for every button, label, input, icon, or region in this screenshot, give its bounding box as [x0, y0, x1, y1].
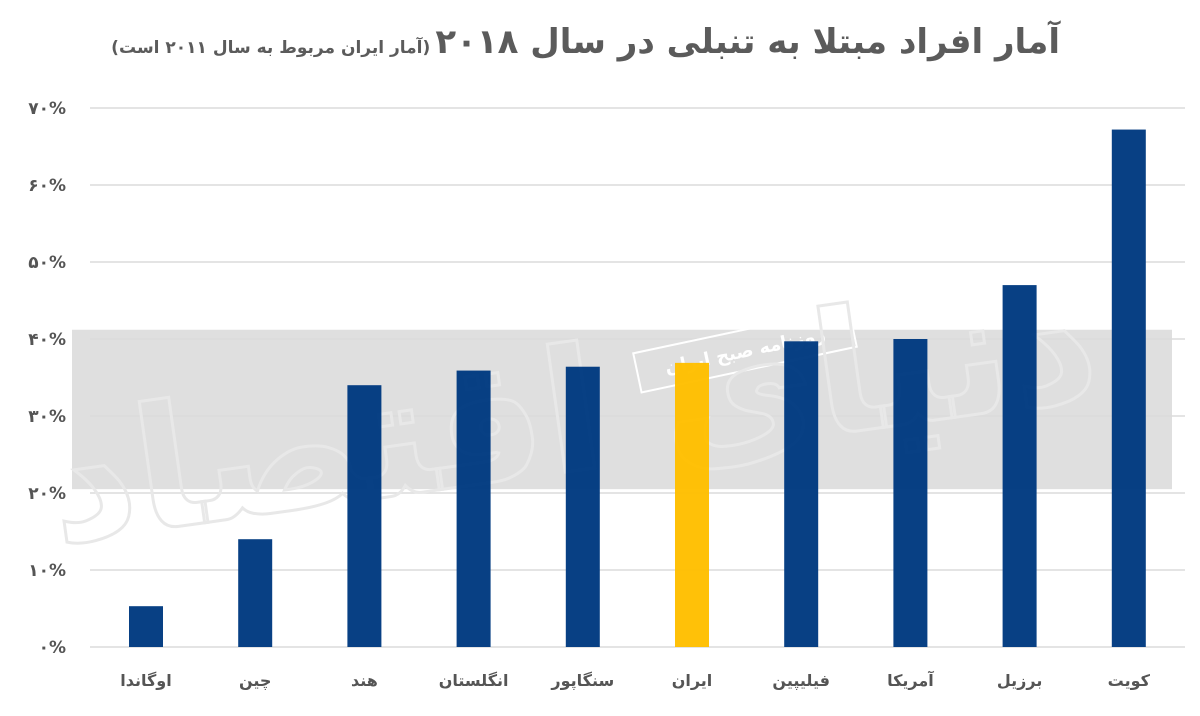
- watermark-stamp-frame: [632, 306, 858, 394]
- bar-5: [675, 362, 709, 647]
- chart-title-block: آمار افراد مبتلا به تنبلی در سال ۲۰۱۸ (آ…: [0, 22, 1060, 62]
- y-tick-label: ۱۰%: [28, 561, 66, 581]
- y-tick-label: ۶۰%: [28, 176, 66, 196]
- y-tick-label: ۲۰%: [28, 484, 66, 504]
- x-tick-label: هند: [351, 671, 378, 690]
- chart-subtitle: (آمار ایران مربوط به سال ۲۰۱۱ است): [111, 38, 431, 58]
- y-tick-label: ۰%: [39, 638, 66, 658]
- x-tick-label: کویت: [1108, 671, 1151, 690]
- x-tick-label: اوگاندا: [120, 671, 171, 690]
- x-tick-label: فیلیپین: [772, 671, 830, 691]
- y-tick-label: ۷۰%: [28, 99, 66, 119]
- bar-6: [784, 341, 819, 647]
- x-tick-label: سنگاپور: [550, 671, 614, 691]
- bar-3: [456, 370, 491, 647]
- bar-1: [238, 539, 273, 647]
- bar-0: [129, 606, 163, 647]
- x-tick-label: ایران: [672, 671, 713, 690]
- y-tick-label: ۴۰%: [28, 330, 66, 350]
- y-tick-label: ۵۰%: [28, 253, 66, 273]
- bar-4: [565, 366, 600, 647]
- bar-7: [893, 339, 928, 647]
- bar-8: [1002, 285, 1037, 647]
- x-tick-label: چین: [239, 671, 271, 691]
- x-tick-label: آمریکا: [887, 670, 934, 690]
- y-tick-label: ۳۰%: [28, 407, 66, 427]
- bar-2: [347, 385, 382, 647]
- bar-9: [1111, 129, 1146, 647]
- x-tick-label: انگلستان: [439, 671, 509, 690]
- watermark-band: [72, 329, 1172, 490]
- chart-title: آمار افراد مبتلا به تنبلی در سال ۲۰۱۸: [435, 22, 1060, 62]
- x-tick-label: برزیل: [997, 671, 1042, 690]
